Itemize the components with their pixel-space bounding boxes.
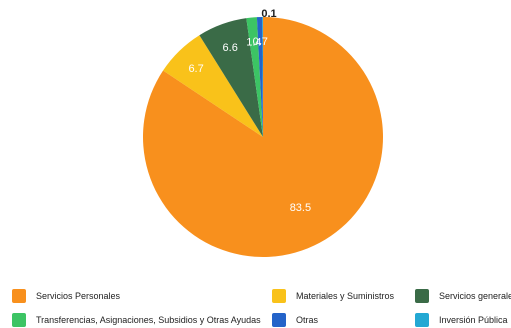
pie-slice-3 (246, 17, 263, 138)
legend-label: Otras (296, 315, 319, 325)
legend-label: Materiales y Suministros (296, 291, 395, 301)
legend-swatch (272, 289, 286, 303)
legend-label: Transferencias, Asignaciones, Subsidios … (36, 315, 261, 325)
legend-swatch (272, 313, 286, 327)
legend-item-5: Inversión Pública (415, 312, 508, 328)
pie-slice-4 (256, 17, 263, 137)
legend-item-4: Otras (272, 312, 318, 328)
pie-slice-5 (262, 17, 263, 137)
legend-item-2: Servicios generales (415, 288, 511, 304)
legend-swatch (415, 289, 429, 303)
legend-label: Servicios generales (439, 291, 511, 301)
legend-swatch (415, 313, 429, 327)
pie-slices (142, 17, 383, 257)
pie-slice-2 (199, 18, 263, 137)
pie-data-labels: 83.5 6.7 6.6 1.40.7 0.1 (188, 8, 311, 214)
legend-label: Inversión Pública (439, 315, 508, 325)
data-label-0: 83.5 (290, 202, 311, 214)
legend-swatch (12, 289, 26, 303)
data-label-3: 1.4 (246, 36, 261, 48)
legend-item-3: Transferencias, Asignaciones, Subsidios … (12, 312, 261, 328)
data-label-4: 0.7 (253, 36, 268, 48)
data-label-1: 6.7 (188, 63, 203, 75)
pie-slice-1 (163, 35, 263, 137)
data-label-2: 6.6 (223, 42, 238, 54)
data-label-5: 0.1 (261, 8, 276, 20)
legend-label: Servicios Personales (36, 291, 121, 301)
legend-item-0: Servicios Personales (12, 288, 120, 304)
legend-item-1: Materiales y Suministros (272, 288, 394, 304)
legend-swatch (12, 313, 26, 327)
